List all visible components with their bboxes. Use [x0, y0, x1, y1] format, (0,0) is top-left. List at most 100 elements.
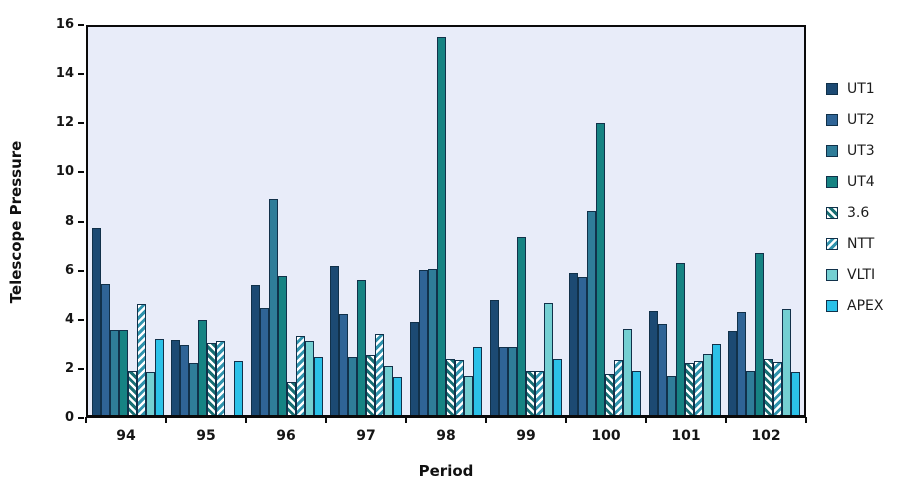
x-tick-label-97: 97: [356, 428, 376, 444]
legend-swatch-icon: [826, 176, 838, 188]
x-tick-9: [805, 417, 807, 423]
bar-UT4-97: [357, 280, 367, 415]
x-tick-1: [165, 417, 167, 423]
bar-UT3-100: [587, 211, 597, 415]
legend-item-VLTI: VLTI: [826, 266, 883, 284]
bar-UT2-97: [339, 314, 349, 415]
bar-UT4-96: [277, 276, 287, 415]
bar-3_6-101: [684, 363, 694, 415]
bar-UT2-94: [100, 284, 110, 415]
bar-group-97: [327, 27, 407, 415]
bar-UT2-98: [419, 270, 429, 415]
legend-swatch-icon: [826, 145, 838, 157]
bar-3_6-94: [127, 371, 137, 415]
bar-group-94: [88, 27, 168, 415]
y-tick-14: [78, 73, 84, 76]
bar-groups: [88, 27, 804, 415]
x-tick-7: [645, 417, 647, 423]
bar-VLTI-94: [145, 372, 155, 415]
x-tick-label-100: 100: [591, 428, 621, 444]
y-tick-label-8: 8: [64, 213, 74, 229]
legend-swatch-icon: [826, 83, 838, 95]
x-tick-label-98: 98: [436, 428, 456, 444]
bar-group-101: [645, 27, 725, 415]
x-tick-label-102: 102: [751, 428, 781, 444]
bar-UT3-99: [507, 347, 517, 415]
legend-item-3_6: 3.6: [826, 204, 883, 222]
x-tick-label-101: 101: [671, 428, 701, 444]
legend-label: UT4: [847, 174, 875, 190]
y-tick-0: [78, 417, 84, 419]
y-tick-label-4: 4: [64, 311, 74, 327]
bar-UT4-100: [596, 123, 606, 415]
bar-group-99: [486, 27, 566, 415]
bar-NTT-98: [455, 360, 465, 415]
legend-swatch-icon: [826, 114, 838, 126]
bar-NTT-101: [693, 361, 703, 415]
legend-item-APEX: APEX: [826, 297, 883, 315]
legend: UT1 UT2 UT3 UT4 3.6 NTT VLTI APEX: [826, 80, 883, 315]
bar-NTT-95: [216, 341, 226, 415]
bar-APEX-97: [393, 377, 403, 415]
legend-label: NTT: [847, 236, 875, 252]
y-tick-label-10: 10: [55, 164, 74, 180]
bar-UT4-98: [437, 37, 447, 415]
x-tick-0: [85, 417, 87, 423]
bar-UT1-94: [91, 228, 101, 415]
bar-UT4-101: [675, 263, 685, 415]
legend-swatch-icon: [826, 300, 838, 312]
bar-APEX-101: [711, 344, 721, 415]
bar-UT3-101: [666, 376, 676, 415]
y-tick-label-6: 6: [64, 262, 74, 278]
bar-NTT-94: [136, 304, 146, 415]
x-tick-label-95: 95: [196, 428, 216, 444]
bar-UT4-94: [118, 330, 128, 415]
bar-UT1-102: [728, 331, 738, 415]
x-tick-3: [325, 417, 327, 423]
bar-UT2-96: [259, 308, 269, 415]
bar-NTT-102: [773, 362, 783, 415]
bar-UT2-99: [498, 347, 508, 415]
bar-UT2-101: [657, 324, 667, 415]
y-tick-16: [78, 24, 84, 26]
bar-VLTI-102: [782, 309, 792, 415]
bar-APEX-96: [313, 357, 323, 415]
bar-APEX-94: [154, 339, 164, 415]
y-tick-label-0: 0: [64, 410, 74, 425]
bar-UT1-99: [489, 300, 499, 415]
x-tick-6: [565, 417, 567, 423]
y-tick-12: [78, 122, 84, 125]
plot-area: [86, 25, 806, 418]
bar-3_6-100: [605, 374, 615, 415]
bar-UT2-100: [578, 277, 588, 415]
legend-label: UT2: [847, 112, 875, 128]
bar-APEX-100: [632, 371, 642, 415]
x-tick-label-99: 99: [516, 428, 536, 444]
bar-3_6-95: [207, 343, 217, 415]
legend-swatch-icon: [826, 238, 838, 250]
bar-UT1-100: [569, 273, 579, 415]
bar-group-100: [565, 27, 645, 415]
bar-UT3-102: [746, 371, 756, 415]
legend-item-UT1: UT1: [826, 80, 883, 98]
x-tick-4: [405, 417, 407, 423]
y-tick-4: [78, 318, 84, 321]
y-tick-label-2: 2: [64, 360, 74, 376]
y-tick-10: [78, 171, 84, 174]
bar-APEX-95: [234, 361, 244, 415]
bar-UT4-99: [516, 237, 526, 415]
bar-VLTI-98: [464, 376, 474, 415]
bar-UT3-95: [189, 363, 199, 415]
legend-swatch-icon: [826, 207, 838, 219]
bar-NTT-97: [375, 334, 385, 415]
bar-NTT-100: [614, 360, 624, 415]
bar-APEX-98: [473, 347, 483, 415]
bar-NTT-96: [295, 336, 305, 415]
bar-UT1-95: [171, 340, 181, 415]
bar-3_6-97: [366, 355, 376, 415]
bar-VLTI-100: [623, 329, 633, 415]
bar-VLTI-101: [702, 354, 712, 415]
legend-item-UT2: UT2: [826, 111, 883, 129]
bar-UT4-95: [198, 320, 208, 415]
y-tick-6: [78, 269, 84, 272]
